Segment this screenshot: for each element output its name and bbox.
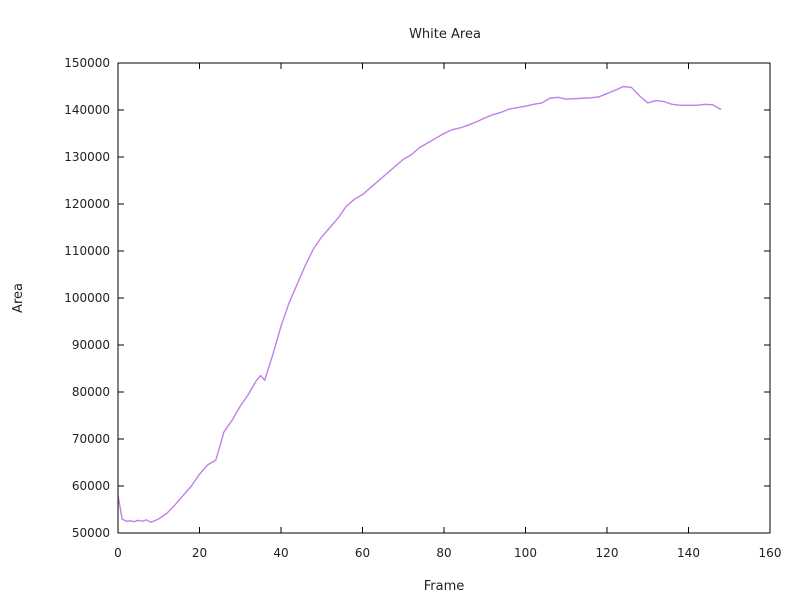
- chart-title: White Area: [409, 27, 481, 42]
- x-tick-label: 40: [273, 546, 288, 560]
- y-tick-label: 130000: [64, 150, 110, 164]
- y-tick-label: 90000: [72, 338, 110, 352]
- x-tick-label: 60: [355, 546, 370, 560]
- x-tick-label: 120: [596, 546, 619, 560]
- x-tick-label: 0: [114, 546, 122, 560]
- y-tick-label: 140000: [64, 103, 110, 117]
- plot-frame: [117, 62, 771, 534]
- x-tick-label: 100: [514, 546, 537, 560]
- y-tick-label: 150000: [64, 56, 110, 70]
- area-series-line: [117, 85, 722, 523]
- y-tick-label: 50000: [72, 526, 110, 540]
- y-tick-label: 60000: [72, 479, 110, 493]
- y-tick-label: 80000: [72, 385, 110, 399]
- x-axis-label: Frame: [424, 579, 465, 594]
- x-tick-label: 160: [759, 546, 782, 560]
- y-tick-label: 100000: [64, 291, 110, 305]
- y-axis-ticks: 50000 60000 70000 80000 90000 100000 110000 120…: [64, 56, 770, 540]
- x-axis-ticks: 0 20 40 60 80 100 120 140 160: [114, 63, 781, 560]
- x-tick-label: 140: [677, 546, 700, 560]
- x-tick-label: 80: [436, 546, 451, 560]
- y-tick-label: 120000: [64, 197, 110, 211]
- y-axis-label: Area: [11, 283, 26, 313]
- y-tick-label: 70000: [72, 432, 110, 446]
- x-tick-label: 20: [192, 546, 207, 560]
- y-tick-label: 110000: [64, 244, 110, 258]
